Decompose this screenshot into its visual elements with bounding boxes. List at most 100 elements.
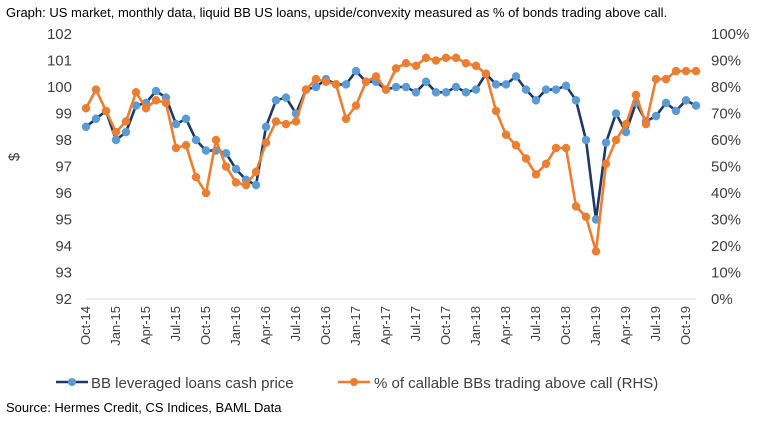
x-tick-label: Jul-17 <box>408 306 423 341</box>
x-tick-label: Jan-17 <box>348 306 363 346</box>
data-point <box>531 170 541 179</box>
data-point <box>381 85 391 94</box>
data-point <box>431 56 441 65</box>
y2-tick-label: 50% <box>711 159 741 176</box>
data-point <box>171 119 181 129</box>
data-point <box>121 127 131 137</box>
y-tick-label: 95 <box>55 212 72 229</box>
data-point <box>651 111 661 121</box>
data-point <box>481 69 491 79</box>
data-point <box>391 64 401 73</box>
data-point <box>561 143 571 153</box>
data-point <box>81 122 91 132</box>
data-point <box>91 85 101 94</box>
data-point <box>371 72 381 81</box>
data-point <box>121 117 131 126</box>
y2-tick-label: 40% <box>711 185 741 202</box>
data-point <box>321 77 331 86</box>
data-point <box>591 247 601 256</box>
data-point <box>531 96 541 105</box>
data-point <box>421 77 431 86</box>
data-point <box>551 143 561 153</box>
data-point <box>251 167 261 177</box>
data-point <box>621 119 631 129</box>
data-point <box>261 138 271 147</box>
data-point <box>341 80 351 89</box>
legend-label: BB leveraged loans cash price <box>91 375 294 392</box>
data-point <box>601 138 611 147</box>
data-point <box>691 66 701 76</box>
data-point <box>491 106 501 116</box>
data-point <box>571 96 581 105</box>
data-point <box>541 85 551 94</box>
data-point <box>661 74 671 84</box>
y2-tick-label: 80% <box>711 79 741 96</box>
data-point <box>451 82 461 92</box>
data-point <box>431 88 441 97</box>
data-point <box>411 61 421 71</box>
y-tick-label: 97 <box>55 159 72 176</box>
data-point <box>501 80 511 89</box>
data-point <box>361 77 371 86</box>
data-point <box>111 127 121 137</box>
data-point <box>451 53 461 63</box>
data-point <box>181 141 191 150</box>
y-tick-label: 96 <box>55 185 72 202</box>
data-point <box>311 74 321 84</box>
data-point <box>501 130 511 139</box>
data-point <box>111 135 121 145</box>
y-tick-label: 98 <box>55 132 72 149</box>
data-point <box>601 159 611 169</box>
data-point <box>341 114 351 124</box>
data-point <box>351 101 361 110</box>
data-point <box>401 58 411 68</box>
data-point <box>351 66 361 76</box>
y-tick-label: 102 <box>47 26 72 43</box>
x-tick-label: Apr-16 <box>258 306 273 345</box>
data-point <box>421 53 431 63</box>
data-point <box>521 154 531 163</box>
data-point <box>291 117 301 126</box>
data-point <box>441 53 451 63</box>
data-point <box>261 122 271 132</box>
x-tick-label: Jan-16 <box>228 306 243 346</box>
chart-caption: Graph: US market, monthly data, liquid B… <box>6 5 668 20</box>
y-tick-label: 92 <box>55 291 72 308</box>
data-point <box>651 74 661 84</box>
data-point <box>271 117 281 126</box>
y2-tick-label: 90% <box>711 53 741 70</box>
data-point <box>631 90 641 100</box>
y2-tick-label: 70% <box>711 106 741 123</box>
x-tick-label: Apr-17 <box>378 306 393 345</box>
x-tick-label: Jul-15 <box>168 306 183 341</box>
data-point <box>301 85 311 94</box>
data-point <box>681 66 691 76</box>
data-point <box>411 88 421 97</box>
y-tick-label: 93 <box>55 265 72 282</box>
y2-tick-label: 30% <box>711 212 741 229</box>
data-point <box>241 180 251 190</box>
data-point <box>101 106 111 116</box>
x-tick-label: Oct-18 <box>558 306 573 345</box>
data-point <box>551 85 561 94</box>
data-point <box>311 82 321 92</box>
data-point <box>201 146 211 155</box>
data-point <box>191 135 201 145</box>
data-point <box>571 202 581 211</box>
data-point <box>441 88 451 97</box>
data-point <box>671 106 681 116</box>
x-tick-label: Jan-15 <box>108 306 123 346</box>
data-point <box>491 80 501 89</box>
y-tick-label: 100 <box>47 79 72 96</box>
x-tick-label: Oct-16 <box>318 306 333 345</box>
data-point <box>281 119 291 129</box>
data-point <box>181 114 191 124</box>
data-point <box>171 143 181 153</box>
data-point <box>201 188 211 198</box>
data-point <box>151 96 161 105</box>
x-tick-label: Jan-18 <box>468 306 483 346</box>
x-tick-label: Oct-19 <box>678 306 693 345</box>
data-point <box>581 135 591 145</box>
data-point <box>691 101 701 110</box>
data-point <box>541 159 551 169</box>
